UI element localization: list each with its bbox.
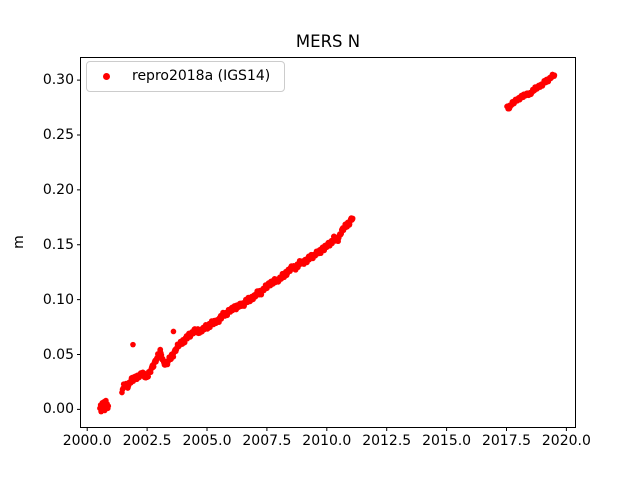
y-axis-label: m bbox=[11, 235, 27, 249]
legend: repro2018a (IGS14) bbox=[86, 61, 285, 92]
x-tick-label: 2005.0 bbox=[182, 433, 232, 449]
x-tick-label: 2000.0 bbox=[62, 433, 112, 449]
y-tick-label: 0.10 bbox=[42, 291, 74, 308]
legend-label: repro2018a (IGS14) bbox=[132, 68, 271, 84]
legend-marker-dot bbox=[103, 73, 110, 80]
y-tick-label: 0.30 bbox=[42, 72, 74, 89]
x-tick-label: 2002.5 bbox=[122, 433, 172, 449]
x-tick-label: 2012.5 bbox=[362, 433, 412, 449]
x-tick-label: 2010.0 bbox=[302, 433, 352, 449]
y-tick-label: 0.25 bbox=[42, 126, 74, 143]
x-tick-label: 2015.0 bbox=[422, 433, 472, 449]
y-tick-label: 0.20 bbox=[42, 181, 74, 198]
x-tick-label: 2007.5 bbox=[242, 433, 292, 449]
y-tick-label: 0.15 bbox=[42, 236, 74, 253]
y-tick-label: 0.05 bbox=[42, 346, 74, 363]
chart-title: MERS N bbox=[295, 32, 361, 51]
y-tick-label: 0.00 bbox=[42, 401, 74, 418]
x-tick-label: 2020.0 bbox=[541, 433, 591, 449]
x-tick-label: 2017.5 bbox=[481, 433, 531, 449]
